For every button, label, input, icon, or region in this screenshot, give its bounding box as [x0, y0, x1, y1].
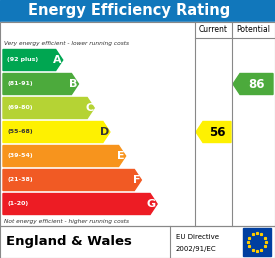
Text: Energy Efficiency Rating: Energy Efficiency Rating [28, 4, 230, 19]
Bar [0, 22, 275, 226]
Text: (69-80): (69-80) [7, 106, 32, 110]
Polygon shape [3, 74, 78, 94]
Text: E: E [117, 151, 125, 161]
Text: G: G [147, 199, 156, 209]
Polygon shape [3, 146, 126, 166]
Polygon shape [3, 170, 141, 190]
Bar [0, 226, 275, 258]
Text: (81-91): (81-91) [7, 82, 33, 86]
Bar [243, 228, 271, 256]
Polygon shape [3, 122, 110, 142]
Text: EU Directive: EU Directive [176, 234, 219, 240]
Bar [0, 22, 275, 226]
Text: Very energy efficient - lower running costs: Very energy efficient - lower running co… [4, 41, 129, 45]
Text: 56: 56 [209, 125, 225, 139]
Text: (55-68): (55-68) [7, 130, 33, 134]
Polygon shape [196, 122, 231, 142]
Polygon shape [3, 194, 157, 214]
Polygon shape [3, 50, 63, 70]
Text: England & Wales: England & Wales [6, 236, 132, 248]
Text: (39-54): (39-54) [7, 154, 33, 158]
Text: (1-20): (1-20) [7, 201, 28, 206]
Text: (21-38): (21-38) [7, 178, 33, 182]
Text: 86: 86 [248, 77, 265, 91]
Text: Potential: Potential [236, 26, 271, 35]
Bar [0, 0, 275, 22]
Bar [0, 226, 275, 258]
Text: Not energy efficient - higher running costs: Not energy efficient - higher running co… [4, 219, 129, 223]
Polygon shape [3, 98, 94, 118]
Text: A: A [53, 55, 62, 65]
Polygon shape [233, 74, 273, 94]
Text: 2002/91/EC: 2002/91/EC [176, 246, 217, 252]
Text: (92 plus): (92 plus) [7, 58, 38, 62]
Text: F: F [133, 175, 140, 185]
Text: D: D [100, 127, 109, 137]
Text: Current: Current [199, 26, 228, 35]
Text: C: C [85, 103, 93, 113]
Text: B: B [69, 79, 78, 89]
